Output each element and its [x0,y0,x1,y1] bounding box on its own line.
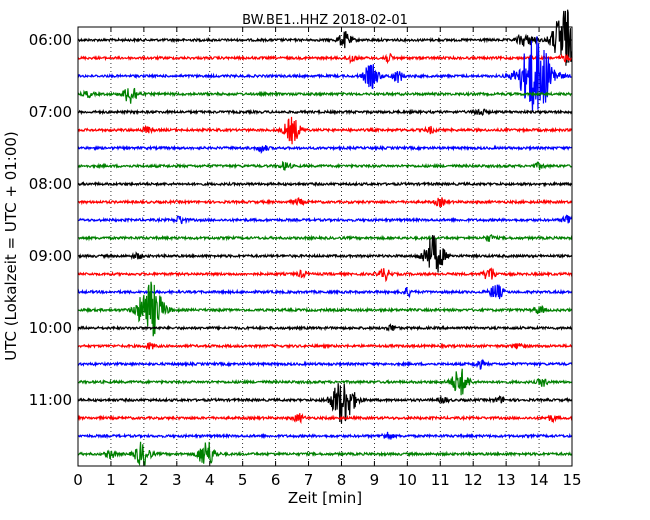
trace-line [77,412,573,425]
x-tick-label: 4 [205,471,215,489]
x-tick-label: 13 [497,471,516,489]
trace-line [77,342,573,350]
x-axis-ticks: 0 1 2 3 4 5 6 7 8 9 10 11 12 13 14 15 [73,27,582,489]
y-tick-label: 07:00 [29,103,72,121]
x-tick-label: 11 [431,471,450,489]
x-tick-label: 2 [139,471,149,489]
y-tick-label: 10:00 [29,319,72,337]
x-tick-label: 14 [530,471,549,489]
trace-line [77,368,573,396]
trace-line [77,144,573,155]
trace-line [77,180,573,188]
trace-line [77,9,573,66]
trace-line [77,358,573,370]
trace-line [77,87,573,104]
x-tick-label: 15 [562,471,581,489]
trace-line [77,235,573,273]
trace-line [77,52,573,65]
traces [77,9,573,467]
chart-title: BW.BE1..HHZ 2018-02-01 [242,13,408,28]
trace-line [77,323,573,332]
y-axis-ticks: 06:00 07:00 08:00 09:00 10:00 11:00 [29,31,572,409]
trace-line [77,267,573,283]
x-tick-label: 7 [304,471,314,489]
x-tick-label: 0 [73,471,83,489]
y-tick-label: 09:00 [29,247,72,265]
y-tick-label: 08:00 [29,175,72,193]
y-tick-label: 06:00 [29,31,72,49]
x-axis-label: Zeit [min] [288,489,362,507]
x-tick-label: 12 [464,471,483,489]
trace-line [77,234,573,242]
x-tick-label: 1 [106,471,116,489]
trace-line [77,441,573,467]
y-axis-label: UTC (Lokalzeit = UTC + 01:00) [2,131,20,361]
trace-line [77,214,573,225]
y-tick-label: 11:00 [29,391,72,409]
trace-line [77,160,573,171]
trace-line [77,281,573,337]
x-tick-label: 6 [271,471,281,489]
x-tick-label: 8 [337,471,347,489]
trace-line [77,108,573,116]
trace-line [77,383,573,424]
trace-line [77,431,573,441]
trace-line [77,284,573,300]
trace-line [77,197,573,208]
trace-line [77,36,573,112]
plot-frame [77,26,573,467]
x-tick-label: 5 [238,471,248,489]
x-tick-label: 10 [398,471,417,489]
x-tick-label: 3 [172,471,182,489]
trace-line [77,116,573,145]
x-tick-label: 9 [370,471,380,489]
